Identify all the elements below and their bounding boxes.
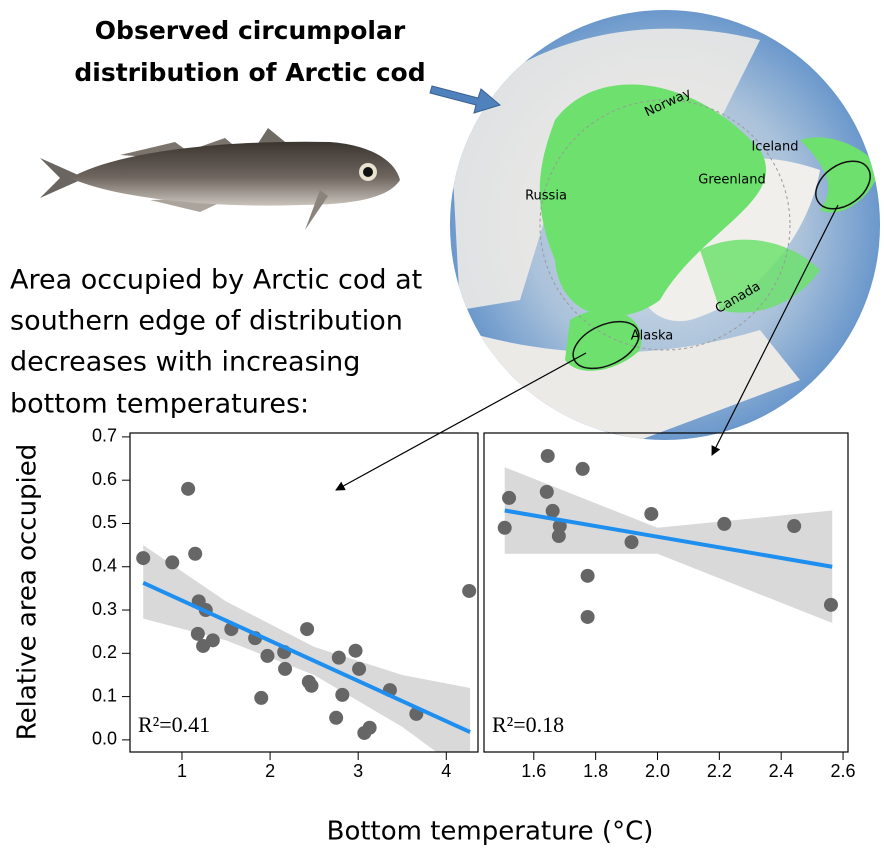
data-point [348,643,363,658]
data-point [502,490,517,505]
y-axis-title: Relative area occupied [13,444,43,741]
data-point [823,597,838,612]
data-point [540,448,555,463]
x-tick-label: 4 [441,761,451,781]
y-tick-label: 0.5 [92,512,117,532]
x-tick-label: 3 [353,761,363,781]
data-point [304,678,319,693]
data-point [624,535,639,550]
data-point [717,516,732,531]
data-point [331,650,346,665]
pointer-arrow [429,85,502,114]
data-point [545,503,560,518]
map-label: Alaska [631,329,674,344]
x-tick-label: 1.8 [583,761,608,781]
panel [136,481,477,752]
description: bottom temperatures: [10,389,309,420]
title: distribution of Arctic cod [74,58,425,87]
x-tick-label: 2.0 [645,761,670,781]
x-tick-label: 2.4 [769,761,794,781]
confidence-band [143,545,471,752]
y-tick-label: 0.3 [92,599,117,619]
map-label: Greenland [698,173,765,188]
data-point [575,461,590,476]
description: Area occupied by Arctic cod at [10,265,422,296]
y-tick-label: 0.2 [92,642,117,662]
description: decreases with increasing [10,347,360,378]
confidence-band [504,467,833,624]
data-point [539,484,554,499]
data-point [335,687,350,702]
data-point [254,690,269,705]
x-tick-label: 1 [177,761,187,781]
connector-arrow [335,352,587,491]
data-point [644,506,659,521]
data-point [329,710,344,725]
data-point [278,661,293,676]
y-tick-label: 0.0 [92,729,117,749]
data-point [580,568,595,583]
fit-line [142,580,471,734]
data-point [188,546,203,561]
map-label: Iceland [751,140,798,155]
fish-illustration [40,128,400,230]
y-tick-label: 0.4 [92,555,117,575]
data-point [352,661,367,676]
data-point [260,648,275,663]
data-point [136,551,151,566]
title: Observed circumpolar [95,16,406,45]
data-point [362,720,377,735]
fit-line [504,508,833,569]
data-point [205,633,220,648]
data-point [787,519,802,534]
r-squared: R²=0.41 [138,712,210,737]
x-tick-label: 2.2 [707,761,732,781]
data-point [300,622,315,637]
x-tick-label: 2.6 [831,761,856,781]
x-tick-label: 2 [265,761,275,781]
connector-arrow [711,204,839,456]
plot-frame [483,432,849,753]
data-point [181,481,196,496]
x-axis-title: Bottom temperature (°C) [327,817,654,847]
data-point [462,583,477,598]
data-point [190,626,205,641]
y-tick-label: 0.6 [92,469,117,489]
r-squared: R²=0.18 [492,712,564,737]
map: Norway Iceland Russia Greenland Canada A… [450,10,880,440]
data-point [497,520,512,535]
y-tick-label: 0.1 [92,685,117,705]
map-label: Russia [525,189,567,204]
x-tick-label: 1.6 [521,761,546,781]
plot-frame [129,432,479,753]
panel [497,448,838,624]
data-point [165,555,180,570]
data-point [580,609,595,624]
description: southern edge of distribution [10,306,403,337]
data-point [551,529,566,544]
y-tick-label: 0.7 [92,426,117,446]
